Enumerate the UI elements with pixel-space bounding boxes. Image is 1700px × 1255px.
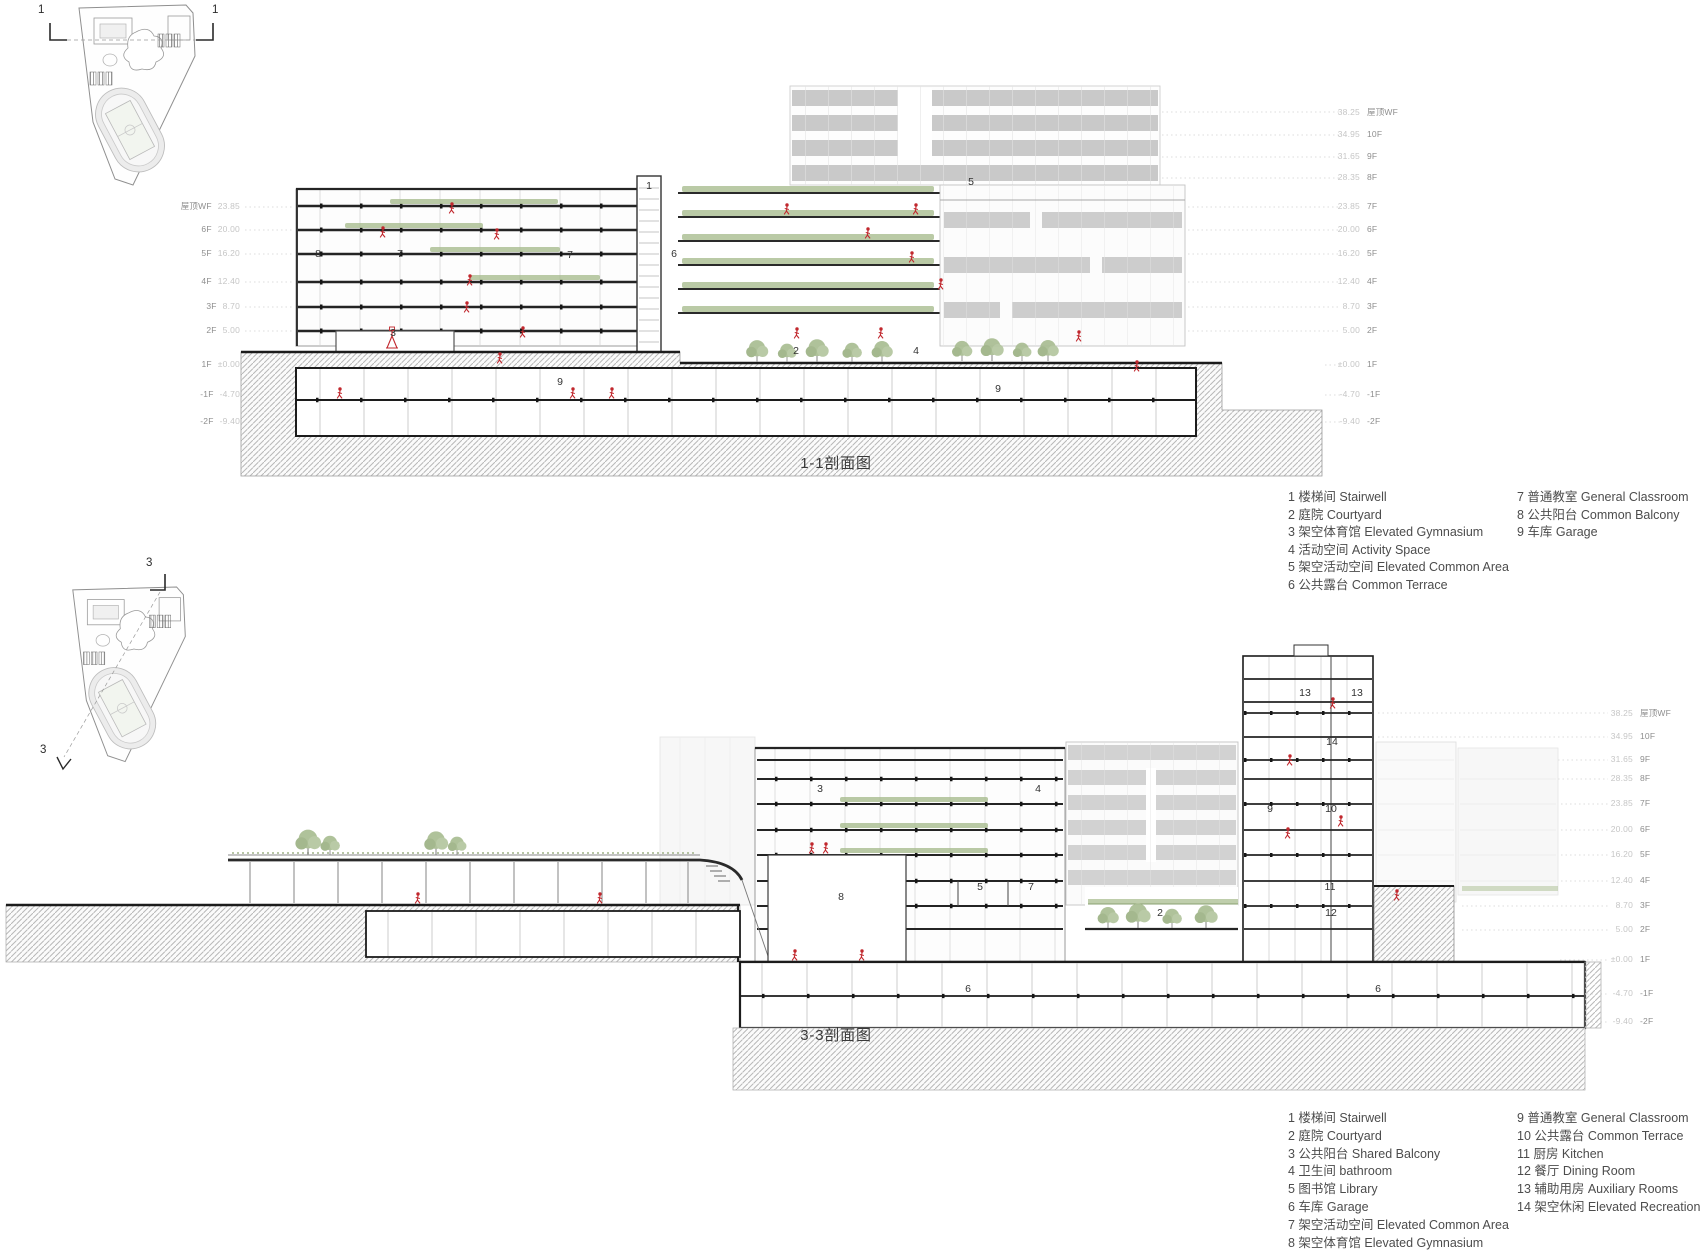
level-row-10F: 34.95 10F <box>1610 731 1656 741</box>
level-row-6F: 20.00 6F <box>1610 824 1651 834</box>
plan1-section-marker-right: 1 <box>212 4 219 16</box>
legend-item-8: 8 公共阳台 Common Balcony <box>1517 507 1680 522</box>
legend-item-9: 9 普通教室 General Classroom <box>1517 1111 1689 1125</box>
level-row-3F: 8.70 3F <box>1342 301 1378 311</box>
legend-item-2: 2 庭院 Courtyard <box>1288 507 1382 522</box>
section1-legend-right: 7 普通教室 General Classroom 8 公共阳台 Common Ba… <box>1517 489 1689 542</box>
level-row--2F: -2F -9.40 <box>200 416 240 426</box>
level-row-1F: 1F ±0.00 <box>201 359 240 369</box>
level-row-5F: 16.20 5F <box>1610 849 1651 859</box>
section-3-3-drawing <box>5 644 1608 1091</box>
level-row--1F: -1F -4.70 <box>200 389 240 399</box>
section2-legend-left: 1 楼梯间 Stairwell 2 庭院 Courtyard 3 公共阳台 Shar… <box>1288 1110 1509 1252</box>
plan2-section-marker-top: 3 <box>146 557 153 569</box>
legend-item-13: 13 辅助用房 Auxiliary Rooms <box>1517 1182 1679 1197</box>
level-row--2F: -9.40 -2F <box>1612 1016 1654 1026</box>
legend-item-9: 9 车库 Garage <box>1517 525 1598 540</box>
plan1-section-marker-left: 1 <box>38 4 45 16</box>
legend-item-3: 3 架空体育馆 Elevated Gymnasium <box>1288 525 1484 540</box>
level-row-3F: 3F 8.70 <box>206 301 240 311</box>
level-row-9F: 31.65 9F <box>1337 151 1378 161</box>
level-row-2F: 5.00 2F <box>1615 924 1651 934</box>
legend-item-1: 1 楼梯间 Stairwell <box>1288 1111 1387 1125</box>
legend-item-10: 10 公共露台 Common Terrace <box>1517 1128 1684 1143</box>
section1-legend-left: 1 楼梯间 Stairwell 2 庭院 Courtyard 3 架空体育馆 Ele… <box>1288 489 1509 595</box>
legend-item-5: 5 架空活动空间 Elevated Common Area <box>1288 560 1509 575</box>
level-row-1F: ±0.00 1F <box>1337 359 1378 369</box>
level-row-7F: 23.85 7F <box>1610 798 1651 808</box>
legend-item-5: 5 图书馆 Library <box>1288 1182 1378 1197</box>
plan2-section-marker-bottom: 3 <box>40 744 47 756</box>
level-row-6F: 20.00 6F <box>1337 224 1378 234</box>
section2-right-levels: 38.25 屋顶WF 34.95 10F 31.65 9F 28.35 8F 23.85 7F 20… <box>1577 0 1700 1255</box>
level-row-8F: 28.35 8F <box>1610 773 1651 783</box>
level-row-5F: 16.20 5F <box>1337 248 1378 258</box>
level-row-3F: 8.70 3F <box>1615 900 1651 910</box>
level-row-2F: 2F 5.00 <box>206 325 240 335</box>
legend-item-12: 12 餐厅 Dining Room <box>1517 1164 1636 1179</box>
section1-caption: 1-1剖面图 <box>800 455 872 472</box>
section-1-1-drawing <box>240 85 1340 477</box>
level-row-10F: 34.95 10F <box>1337 129 1383 139</box>
level-row--2F: -9.40 -2F <box>1339 416 1381 426</box>
section1-left-levels: 屋顶WF 23.85 6F 20.00 5F 16.20 4F 12.40 3F 8.70 2F 5.… <box>120 0 240 1255</box>
legend-item-6: 6 公共露台 Common Terrace <box>1288 577 1448 592</box>
section1-right-levels: 38.25 屋顶WF 34.95 10F 31.65 9F 28.35 8F 23.85 7F 20… <box>1304 0 1434 1255</box>
legend-item-6: 6 车库 Garage <box>1288 1199 1369 1214</box>
level-row-4F: 12.40 4F <box>1337 276 1378 286</box>
level-row-4F: 12.40 4F <box>1610 875 1651 885</box>
level-row--1F: -4.70 -1F <box>1339 389 1381 399</box>
level-row-5F: 5F 16.20 <box>201 248 240 258</box>
key-plan-2 <box>56 574 186 771</box>
level-row-屋顶WF: 38.25 屋顶WF <box>1610 708 1672 718</box>
legend-item-11: 11 厨房 Kitchen <box>1517 1146 1604 1161</box>
level-row-1F: ±0.00 1F <box>1610 954 1651 964</box>
level-row-9F: 31.65 9F <box>1610 754 1651 764</box>
legend-item-7: 7 架空活动空间 Elevated Common Area <box>1288 1217 1509 1232</box>
section2-legend-right: 9 普通教室 General Classroom 10 公共露台 Common T… <box>1517 1110 1700 1217</box>
legend-item-1: 1 楼梯间 Stairwell <box>1288 490 1387 504</box>
level-row--1F: -4.70 -1F <box>1612 988 1654 998</box>
level-row-4F: 4F 12.40 <box>201 276 240 286</box>
legend-item-14: 14 架空休闲 Elevated Recreation Area <box>1517 1199 1700 1214</box>
legend-item-2: 2 庭院 Courtyard <box>1288 1128 1382 1143</box>
key-plan-1 <box>49 4 214 186</box>
level-row-屋顶WF: 屋顶WF 23.85 <box>180 201 240 211</box>
legend-item-4: 4 卫生间 bathroom <box>1288 1164 1393 1179</box>
level-row-8F: 28.35 8F <box>1337 172 1378 182</box>
level-row-7F: 23.85 7F <box>1337 201 1378 211</box>
legend-item-4: 4 活动空间 Activity Space <box>1288 542 1431 557</box>
legend-item-8: 8 架空体育馆 Elevated Gymnasium <box>1288 1235 1484 1250</box>
level-row-2F: 5.00 2F <box>1342 325 1378 335</box>
level-row-6F: 6F 20.00 <box>201 224 240 234</box>
section2-caption: 3-3剖面图 <box>800 1027 872 1044</box>
legend-item-7: 7 普通教室 General Classroom <box>1517 490 1689 504</box>
level-row-屋顶WF: 38.25 屋顶WF <box>1337 107 1399 117</box>
legend-item-3: 3 公共阳台 Shared Balcony <box>1288 1146 1441 1161</box>
